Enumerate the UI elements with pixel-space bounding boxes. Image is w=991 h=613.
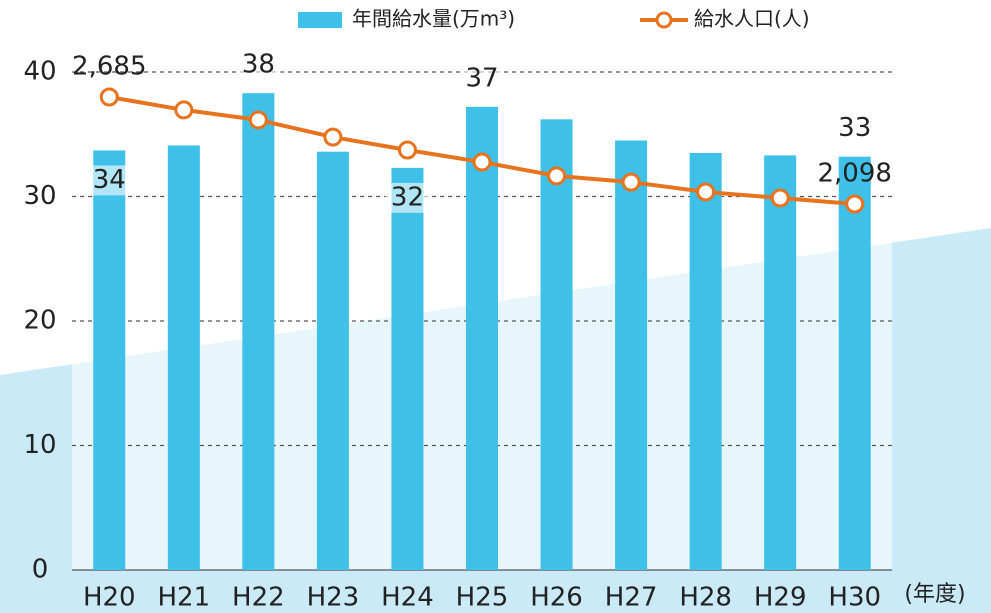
x-tick-label: H20 xyxy=(83,583,136,613)
bar xyxy=(540,119,573,570)
legend-label: 給水人口(人) xyxy=(694,7,810,31)
bar xyxy=(764,155,797,571)
line-marker xyxy=(547,166,567,186)
x-tick-label: H27 xyxy=(605,583,658,613)
line-marker xyxy=(397,140,417,160)
y-tick-label: 30 xyxy=(23,181,56,211)
legend-swatch xyxy=(298,12,342,28)
x-tick-label: H21 xyxy=(157,583,210,613)
line-marker xyxy=(174,100,194,120)
bar xyxy=(242,93,275,570)
label-background xyxy=(87,165,132,196)
line-marker xyxy=(248,110,268,130)
data-label: 37 xyxy=(465,63,498,93)
label-background xyxy=(385,182,430,213)
line-marker xyxy=(621,172,641,192)
x-tick-label: H29 xyxy=(754,583,807,613)
x-tick-label: H30 xyxy=(828,583,881,613)
label-background xyxy=(236,50,281,81)
bar xyxy=(466,106,498,571)
line-marker xyxy=(99,87,119,107)
line-marker xyxy=(323,127,343,147)
data-label: 2,685 xyxy=(72,51,146,81)
line-marker xyxy=(770,188,790,208)
line-marker xyxy=(696,182,716,202)
data-label: 2,098 xyxy=(818,158,892,188)
y-tick-label: 20 xyxy=(23,306,56,336)
data-label: 32 xyxy=(391,182,424,212)
line-marker xyxy=(845,194,865,214)
y-tick-label: 10 xyxy=(23,430,56,460)
label-background xyxy=(832,113,877,144)
data-label: 34 xyxy=(93,165,126,195)
y-tick-label: 40 xyxy=(23,57,56,87)
bar xyxy=(838,156,871,570)
bar xyxy=(316,151,349,570)
data-label: 38 xyxy=(242,50,275,80)
label-background xyxy=(460,63,504,94)
y-tick-label: 0 xyxy=(32,555,49,585)
bar xyxy=(689,152,722,571)
x-tick-label: H28 xyxy=(679,583,732,613)
x-tick-label: H23 xyxy=(307,583,360,613)
legend-label: 年間給水量(万m³) xyxy=(352,7,515,31)
line-marker xyxy=(472,152,492,172)
x-tick-label: H25 xyxy=(456,583,509,613)
x-axis-label: (年度) xyxy=(904,582,965,607)
data-label: 33 xyxy=(838,113,871,143)
bar xyxy=(93,150,126,570)
bar xyxy=(615,140,648,570)
x-tick-label: H22 xyxy=(232,583,285,613)
x-tick-label: H26 xyxy=(530,583,583,613)
bar xyxy=(167,145,200,570)
x-tick-label: H24 xyxy=(381,583,434,613)
legend-swatch xyxy=(655,11,673,29)
bar xyxy=(391,167,424,571)
